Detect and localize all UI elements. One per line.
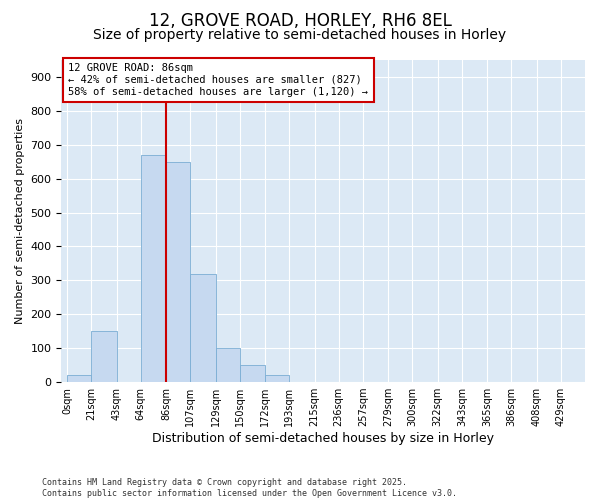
Bar: [91, 331, 116, 382]
Bar: [166, 162, 190, 382]
X-axis label: Distribution of semi-detached houses by size in Horley: Distribution of semi-detached houses by …: [152, 432, 494, 445]
Text: 12 GROVE ROAD: 86sqm
← 42% of semi-detached houses are smaller (827)
58% of semi: 12 GROVE ROAD: 86sqm ← 42% of semi-detac…: [68, 64, 368, 96]
Text: Contains HM Land Registry data © Crown copyright and database right 2025.
Contai: Contains HM Land Registry data © Crown c…: [42, 478, 457, 498]
Bar: [265, 376, 289, 382]
Bar: [190, 274, 215, 382]
Bar: [141, 155, 166, 382]
Bar: [215, 348, 240, 382]
Text: Size of property relative to semi-detached houses in Horley: Size of property relative to semi-detach…: [94, 28, 506, 42]
Bar: [67, 376, 91, 382]
Bar: [240, 365, 265, 382]
Text: 12, GROVE ROAD, HORLEY, RH6 8EL: 12, GROVE ROAD, HORLEY, RH6 8EL: [149, 12, 451, 30]
Y-axis label: Number of semi-detached properties: Number of semi-detached properties: [15, 118, 25, 324]
